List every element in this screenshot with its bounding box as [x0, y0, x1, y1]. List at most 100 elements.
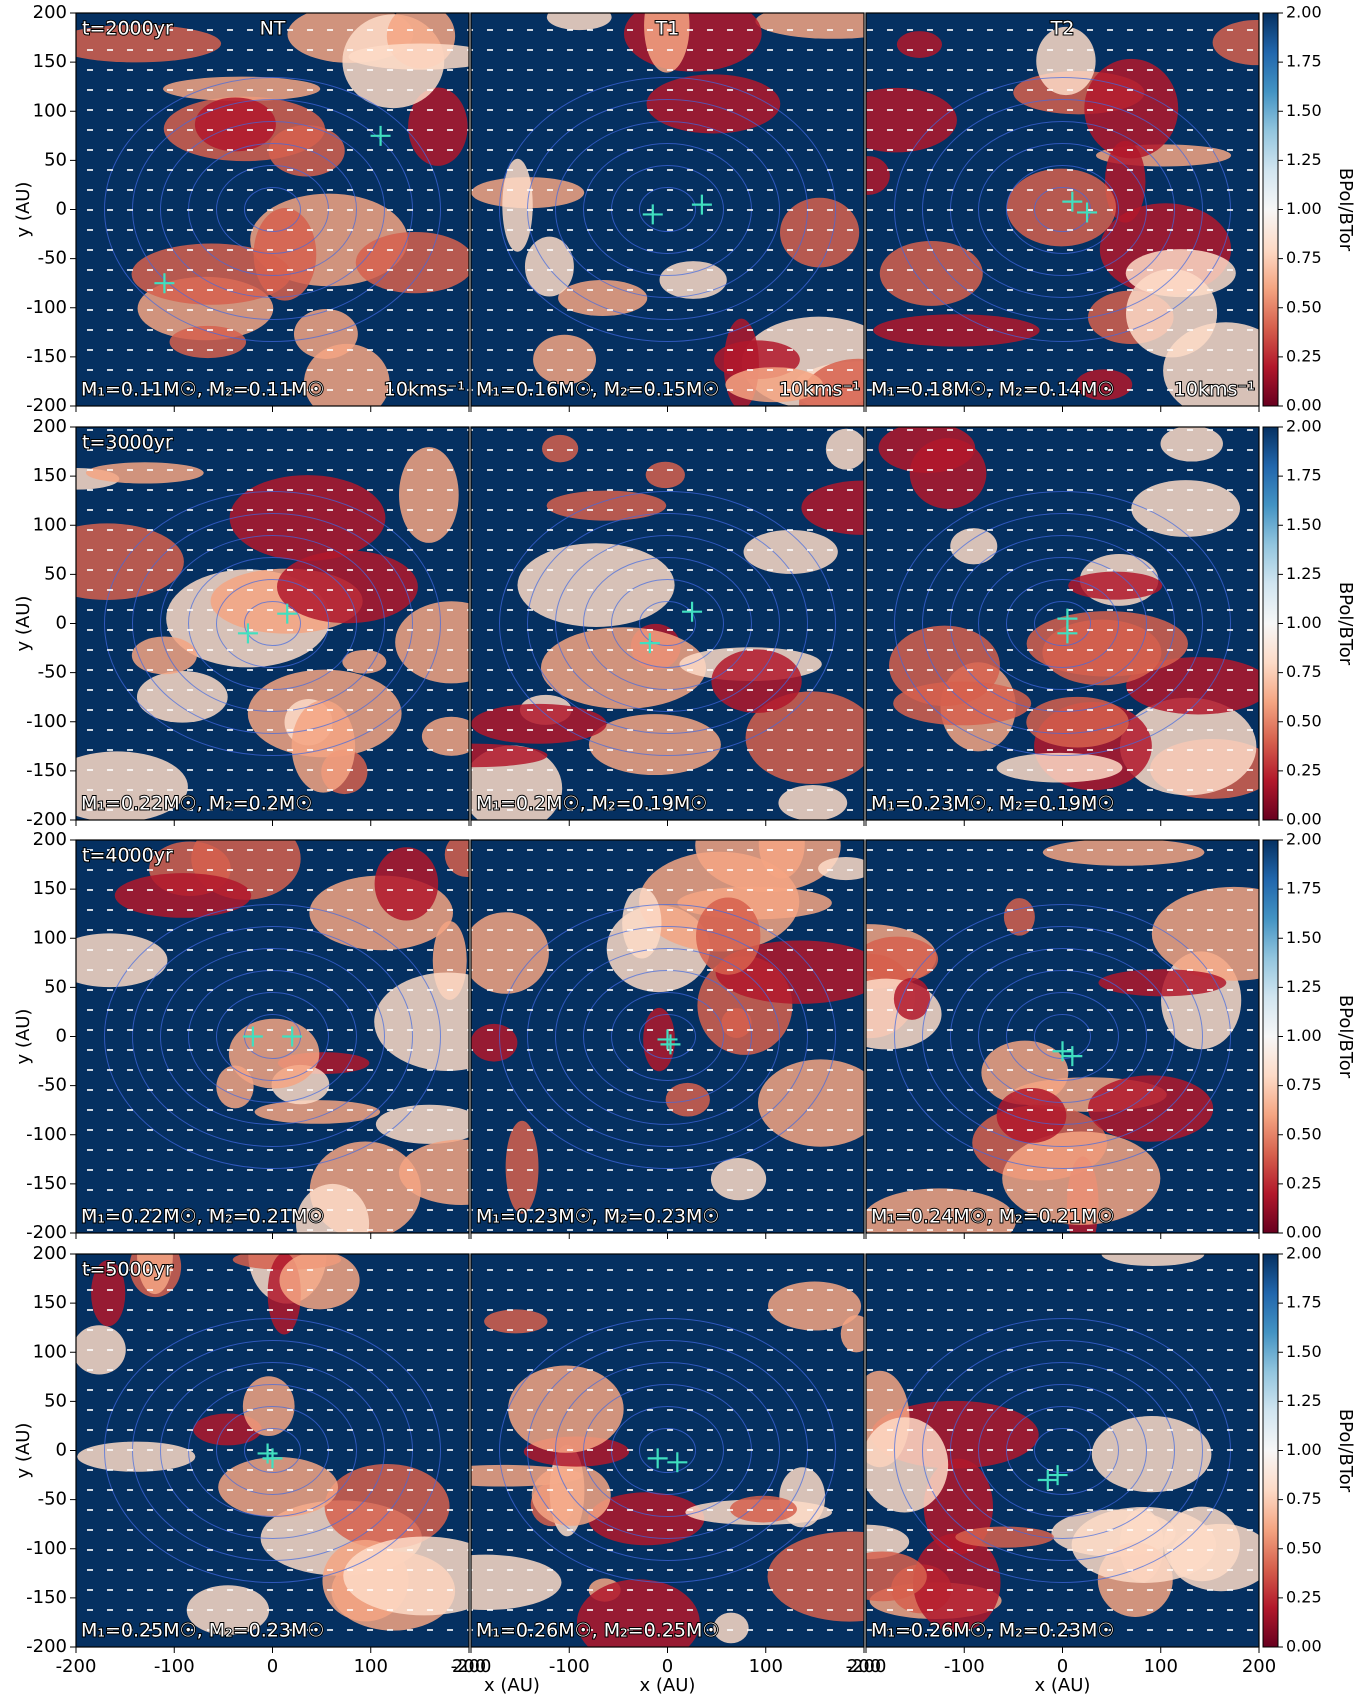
- colorbar-tick-label: 0.50: [1286, 1124, 1322, 1143]
- colorbar-label: BPol/BTor: [1335, 582, 1356, 666]
- colorbar-tick-label: 0.00: [1286, 396, 1322, 415]
- colorbar-tick-label: 1.25: [1286, 564, 1322, 583]
- sink-particle: [682, 601, 703, 622]
- panel: [76, 13, 469, 406]
- y-tick-label: 200: [33, 2, 67, 23]
- colorbar-tick-label: 0.75: [1286, 1075, 1322, 1094]
- y-tick-label: -200: [26, 395, 67, 416]
- colorbar-tick-label: 1.75: [1286, 879, 1322, 898]
- x-tick-label: 200: [847, 1656, 881, 1677]
- velocity-arrows: [866, 840, 1259, 1233]
- colorbar: [1262, 1253, 1279, 1648]
- x-tick-label: 0: [1057, 1656, 1068, 1677]
- column-title: T2: [1050, 18, 1075, 40]
- colorbar-tick-label: 1.00: [1286, 613, 1322, 632]
- colorbar-tick-label: 1.75: [1286, 52, 1322, 71]
- colorbar-tick-label: 1.75: [1286, 466, 1322, 485]
- sink-particle: [647, 1448, 668, 1469]
- y-tick-label: 50: [44, 1390, 67, 1411]
- colorbar-tick-label: 1.00: [1286, 1026, 1322, 1045]
- colorbar-tick-label: 0.50: [1286, 711, 1322, 730]
- y-tick-label: 150: [33, 51, 67, 72]
- colorbar: [1262, 839, 1279, 1234]
- colorbar-tick-label: 2.00: [1286, 1244, 1322, 1263]
- y-tick-label: -50: [38, 1489, 67, 1510]
- velocity-arrows: [76, 427, 469, 820]
- x-tick-label: 100: [749, 1656, 783, 1677]
- panel: [76, 840, 469, 1233]
- colorbar-tick-label: 1.50: [1286, 1342, 1322, 1361]
- sink-particle: [1057, 623, 1078, 644]
- x-tick-label: -200: [56, 1656, 97, 1677]
- x-tick-label: 0: [662, 1656, 673, 1677]
- velocity-arrows: [76, 13, 469, 406]
- sink-particle: [1047, 1465, 1068, 1486]
- mass-label: M₁=0.22M☉, M₂=0.21M☉: [81, 1206, 324, 1228]
- y-tick-label: 200: [33, 416, 67, 437]
- time-label: t=5000yr: [82, 1259, 173, 1281]
- y-axis-label: y (AU): [13, 1423, 34, 1479]
- x-tick-label: 100: [354, 1656, 388, 1677]
- sink-particle: [242, 1026, 263, 1047]
- y-tick-label: 0: [56, 613, 67, 634]
- y-tick-label: 50: [44, 149, 67, 170]
- x-tick-label: -200: [451, 1656, 492, 1677]
- mass-label: M₁=0.24M☉, M₂=0.21M☉: [871, 1206, 1114, 1228]
- column-title: T1: [655, 18, 680, 40]
- y-tick-label: 0: [56, 199, 67, 220]
- colorbar-tick-label: 1.00: [1286, 1440, 1322, 1459]
- y-tick-label: -150: [26, 1587, 67, 1608]
- x-tick-label: -100: [944, 1656, 985, 1677]
- colorbar-label: BPol/BTor: [1335, 168, 1356, 252]
- panel: [866, 13, 1259, 406]
- colorbar-tick-label: 0.25: [1286, 1587, 1322, 1606]
- y-axis-label: y (AU): [13, 182, 34, 238]
- y-tick-label: -100: [26, 711, 67, 732]
- y-tick-label: 150: [33, 465, 67, 486]
- x-tick-label: 200: [452, 1656, 486, 1677]
- y-tick-label: -50: [38, 1075, 67, 1096]
- mass-label: M₁=0.26M☉, M₂=0.23M☉: [871, 1620, 1114, 1642]
- sink-particle: [660, 1034, 681, 1055]
- y-tick-label: 100: [33, 1341, 67, 1362]
- mass-label: M₁=0.25M☉, M₂=0.23M☉: [81, 1620, 324, 1642]
- time-label: t=2000yr: [82, 18, 173, 40]
- colorbar-tick-label: 1.50: [1286, 515, 1322, 534]
- colorbar-tick-label: 1.00: [1286, 199, 1322, 218]
- sink-particle: [691, 194, 712, 215]
- colorbar-tick-label: 0.50: [1286, 1538, 1322, 1557]
- panel: [866, 427, 1259, 820]
- colorbar-tick-label: 0.25: [1286, 1173, 1322, 1192]
- sink-particle: [282, 1026, 303, 1047]
- sink-particle: [237, 623, 258, 644]
- panel: [471, 13, 864, 406]
- colorbar-label: BPol/BTor: [1335, 1409, 1356, 1493]
- y-tick-label: -100: [26, 1538, 67, 1559]
- colorbar-tick-label: 0.25: [1286, 346, 1322, 365]
- colorbar-tick-label: 1.25: [1286, 1391, 1322, 1410]
- velocity-arrows: [866, 1254, 1259, 1647]
- mass-label: M₁=0.2M☉, M₂=0.19M☉: [476, 793, 707, 815]
- sink-particle: [1052, 1041, 1073, 1062]
- x-tick-label: 0: [267, 1656, 278, 1677]
- sink-particle: [1037, 1469, 1058, 1490]
- sink-particle: [1062, 191, 1083, 212]
- colorbar-tick-label: 0.00: [1286, 1637, 1322, 1656]
- x-axis-label: x (AU): [640, 1675, 696, 1696]
- colorbar-tick-label: 0.00: [1286, 810, 1322, 829]
- y-axis-label: y (AU): [13, 1009, 34, 1065]
- colorbar-tick-label: 1.25: [1286, 150, 1322, 169]
- y-tick-label: 50: [44, 563, 67, 584]
- x-tick-label: -100: [549, 1656, 590, 1677]
- y-tick-label: 50: [44, 976, 67, 997]
- y-tick-label: -200: [26, 1636, 67, 1657]
- y-tick-label: 0: [56, 1026, 67, 1047]
- x-tick-label: -200: [846, 1656, 887, 1677]
- colorbar-tick-label: 0.50: [1286, 297, 1322, 316]
- sink-particle: [257, 1443, 278, 1464]
- colorbar: [1262, 426, 1279, 821]
- colorbar-tick-label: 1.75: [1286, 1293, 1322, 1312]
- y-axis-label: y (AU): [13, 596, 34, 652]
- y-tick-label: 100: [33, 100, 67, 121]
- y-tick-label: 100: [33, 514, 67, 535]
